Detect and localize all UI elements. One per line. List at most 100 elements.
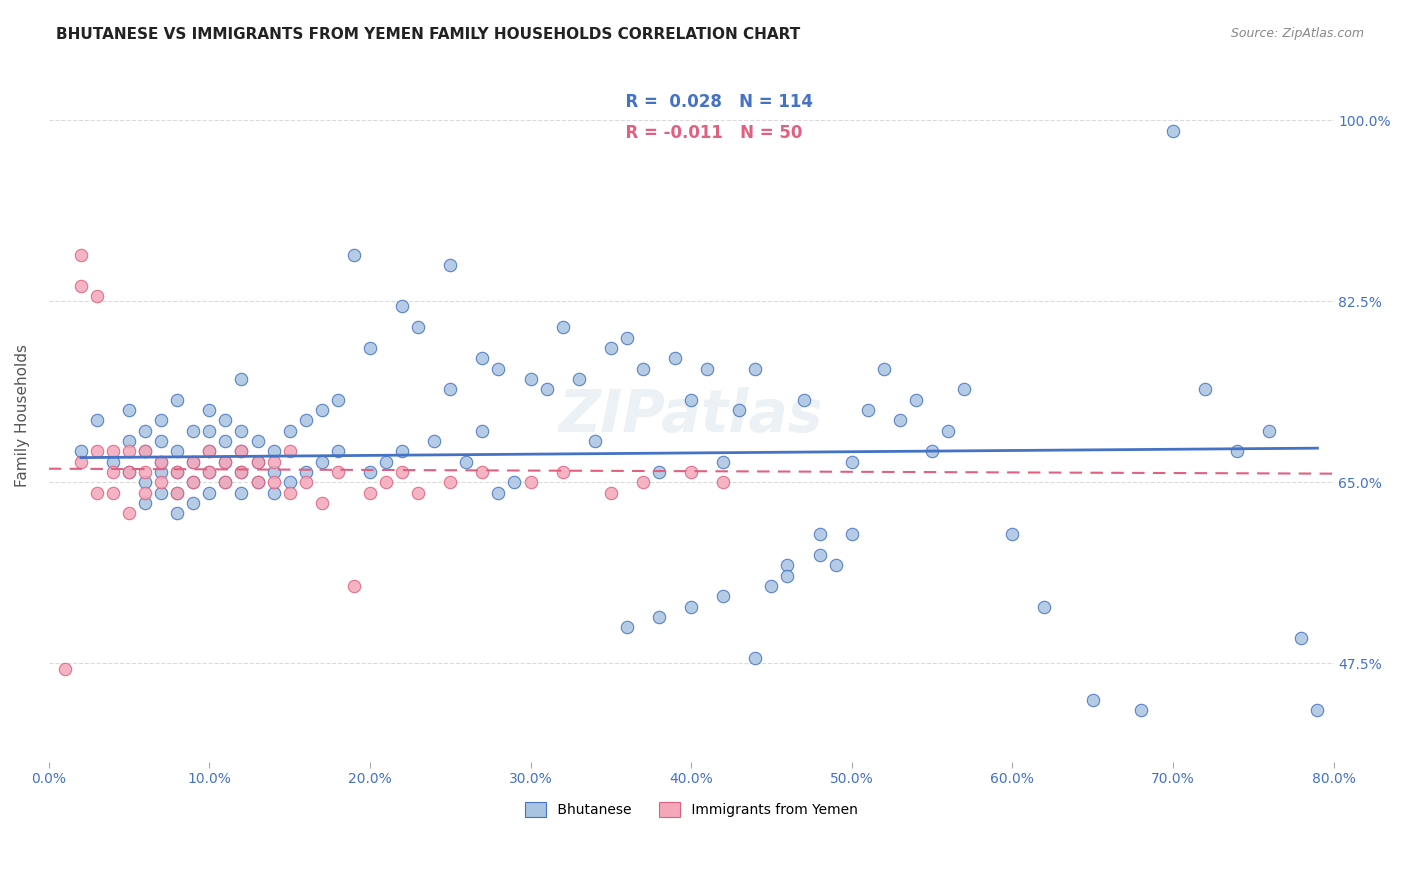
Point	[150, 413, 173, 427]
Point	[439, 258, 461, 272]
Point	[776, 568, 799, 582]
Point	[231, 465, 253, 479]
Point	[263, 485, 285, 500]
Point	[776, 558, 799, 573]
Point	[1001, 527, 1024, 541]
Point	[406, 485, 429, 500]
Point	[761, 579, 783, 593]
Point	[231, 444, 253, 458]
Point	[263, 465, 285, 479]
Point	[551, 320, 574, 334]
Point	[166, 392, 188, 407]
Point	[214, 413, 236, 427]
Point	[118, 444, 141, 458]
Point	[246, 434, 269, 448]
Point	[70, 444, 93, 458]
Point	[198, 403, 221, 417]
Point	[648, 610, 671, 624]
Point	[744, 361, 766, 376]
Point	[519, 372, 541, 386]
Text: R = -0.011   N = 50: R = -0.011 N = 50	[614, 124, 803, 142]
Point	[824, 558, 846, 573]
Point	[53, 662, 76, 676]
Point	[664, 351, 686, 366]
Point	[471, 351, 494, 366]
Point	[294, 475, 316, 490]
Point	[711, 589, 734, 603]
Point	[1226, 444, 1249, 458]
Point	[181, 475, 204, 490]
Point	[631, 361, 654, 376]
Point	[681, 392, 703, 407]
Point	[375, 455, 398, 469]
Point	[551, 465, 574, 479]
Point	[568, 372, 591, 386]
Point	[150, 455, 173, 469]
Point	[246, 455, 269, 469]
Point	[503, 475, 526, 490]
Point	[1291, 631, 1313, 645]
Point	[263, 444, 285, 458]
Point	[134, 475, 156, 490]
Point	[711, 475, 734, 490]
Point	[246, 475, 269, 490]
Point	[198, 465, 221, 479]
Point	[118, 465, 141, 479]
Point	[311, 403, 333, 417]
Point	[1161, 123, 1184, 137]
Point	[134, 444, 156, 458]
Point	[1194, 382, 1216, 396]
Point	[519, 475, 541, 490]
Point	[86, 413, 108, 427]
Point	[359, 465, 381, 479]
Text: R =  0.028   N = 114: R = 0.028 N = 114	[614, 93, 813, 111]
Point	[70, 278, 93, 293]
Point	[231, 485, 253, 500]
Point	[1306, 703, 1329, 717]
Point	[471, 424, 494, 438]
Point	[439, 475, 461, 490]
Point	[263, 475, 285, 490]
Point	[808, 548, 831, 562]
Point	[231, 424, 253, 438]
Point	[391, 300, 413, 314]
Point	[231, 465, 253, 479]
Point	[294, 465, 316, 479]
Point	[1033, 599, 1056, 614]
Point	[166, 485, 188, 500]
Point	[343, 248, 366, 262]
Point	[181, 424, 204, 438]
Point	[86, 444, 108, 458]
Point	[616, 330, 638, 344]
Point	[599, 341, 621, 355]
Point	[198, 424, 221, 438]
Point	[953, 382, 976, 396]
Point	[599, 485, 621, 500]
Point	[921, 444, 943, 458]
Point	[728, 403, 751, 417]
Point	[214, 475, 236, 490]
Point	[246, 455, 269, 469]
Point	[904, 392, 927, 407]
Point	[583, 434, 606, 448]
Point	[681, 599, 703, 614]
Point	[359, 485, 381, 500]
Point	[616, 620, 638, 634]
Point	[134, 485, 156, 500]
Point	[231, 444, 253, 458]
Point	[101, 455, 124, 469]
Point	[118, 465, 141, 479]
Point	[150, 485, 173, 500]
Point	[536, 382, 558, 396]
Point	[856, 403, 879, 417]
Point	[118, 434, 141, 448]
Point	[486, 361, 509, 376]
Legend:  Bhutanese,  Immigrants from Yemen: Bhutanese, Immigrants from Yemen	[517, 796, 865, 824]
Point	[1258, 424, 1281, 438]
Point	[841, 527, 863, 541]
Point	[406, 320, 429, 334]
Point	[631, 475, 654, 490]
Point	[246, 475, 269, 490]
Point	[263, 455, 285, 469]
Point	[439, 382, 461, 396]
